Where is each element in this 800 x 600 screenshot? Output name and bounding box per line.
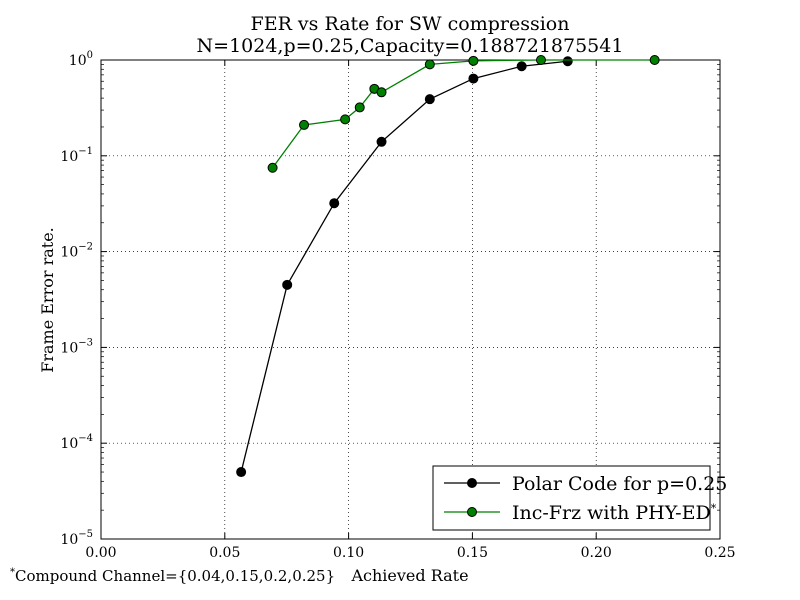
data-point — [267, 162, 278, 173]
data-point — [376, 136, 387, 147]
plot-area-frame — [100, 59, 721, 540]
data-point — [562, 56, 573, 67]
legend-box — [432, 465, 711, 531]
series-line — [240, 60, 568, 473]
legend: Polar Code for p=0.25 Inc-Frz with PHY-ED… — [432, 465, 727, 531]
y-tick-label: 10−2 — [60, 242, 93, 261]
legend-label: Polar Code for p=0.25 — [512, 473, 727, 495]
data-point — [236, 467, 247, 478]
chart-subtitle: N=1024,p=0.25,Capacity=0.188721875541 — [197, 35, 624, 57]
data-point — [354, 102, 365, 113]
data-point — [535, 55, 546, 65]
x-tick-label: 0.05 — [209, 545, 240, 561]
data-point — [376, 87, 387, 98]
y-tick-label: 10−3 — [60, 337, 93, 356]
x-tick-label: 0.25 — [704, 545, 735, 561]
data-point — [516, 61, 527, 72]
x-tick-label: 0.00 — [85, 545, 116, 561]
data-point — [340, 114, 351, 125]
series-1 — [236, 56, 573, 478]
y-axis-label: Frame Error rate. — [38, 227, 57, 373]
x-axis-label: Achieved Rate — [350, 566, 468, 585]
y-tick-label: 10−5 — [60, 529, 93, 548]
footnote-body: Compound Channel={0.04,0.15,0.2,0.25} — [15, 567, 335, 585]
x-tick-label: 0.15 — [457, 545, 488, 561]
footnote-text: *Compound Channel={0.04,0.15,0.2,0.25} — [10, 567, 335, 585]
footnote-asterisk: * — [10, 567, 15, 578]
legend-marker — [467, 478, 477, 488]
data-point — [282, 279, 293, 290]
y-tick-label: 100 — [69, 50, 93, 69]
x-tick-label: 0.10 — [333, 545, 364, 561]
data-point — [468, 55, 479, 66]
legend-label: Inc-Frz with PHY-ED* — [512, 502, 717, 524]
y-tick-label: 10−4 — [60, 433, 93, 452]
data-series — [236, 55, 660, 478]
data-point — [424, 59, 435, 70]
series-2 — [267, 55, 660, 173]
y-tick-label: 10−1 — [60, 146, 93, 165]
data-point — [649, 55, 660, 65]
data-point — [424, 94, 435, 105]
x-tick-label: 0.20 — [581, 545, 612, 561]
data-point — [468, 73, 479, 84]
chart-title: FER vs Rate for SW compression — [251, 13, 570, 35]
data-point — [329, 198, 340, 209]
axis-ticks: 0.00 0.05 0.10 0.15 0.20 0.25 100 10−1 10−2 10−3 1… — [60, 50, 735, 561]
data-point — [299, 119, 310, 130]
legend-marker — [467, 507, 477, 517]
